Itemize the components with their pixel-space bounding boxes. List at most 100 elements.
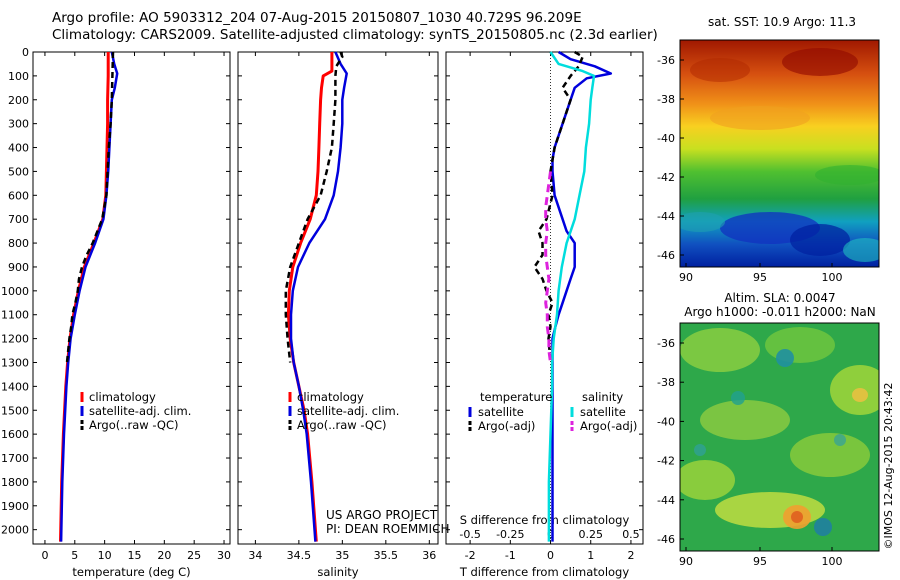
x-tick-label: 35.5 xyxy=(374,549,399,562)
sst-lat-label: -46 xyxy=(657,249,675,262)
panel-1: 0100200300400500600700800900100011001200… xyxy=(1,46,231,579)
y-tick-label: 800 xyxy=(8,237,29,250)
x-tick-label: 0 xyxy=(547,549,554,562)
legend-title: temperature xyxy=(480,390,552,404)
panel-2: 34 34.5 35 35.5 36 salinity climatologysatelli… xyxy=(237,51,439,579)
sla-map-frame xyxy=(679,322,880,552)
x-tick-label: 2 xyxy=(627,549,634,562)
s-diff-tick-label: 0.5 xyxy=(622,528,640,541)
sst-lat-label: -38 xyxy=(657,93,675,106)
series-line-satellite-adj-clim- xyxy=(59,51,119,542)
x-tick-label: 36 xyxy=(422,549,436,562)
y-tick-label: 1200 xyxy=(1,333,29,346)
figure-subtitle: Climatology: CARS2009. Satellite-adjuste… xyxy=(52,27,658,43)
s-diff-axis-label: S difference from climatology xyxy=(460,513,630,527)
legend-label: satellite-adj. clim. xyxy=(297,404,399,418)
y-tick-label: 1600 xyxy=(1,428,29,441)
figure-title: Argo profile: AO 5903312_204 07-Aug-2015… xyxy=(52,10,582,26)
legend-title: salinity xyxy=(582,390,623,404)
sla-map: -36 -38 -40 -42 -44 -46 90 95 100 xyxy=(657,322,880,568)
x-tick-label: 1 xyxy=(587,549,594,562)
y-tick-label: 100 xyxy=(8,70,29,83)
x-tick-label: -2 xyxy=(465,549,476,562)
y-tick-label: 1100 xyxy=(1,309,29,322)
sst-texture xyxy=(680,48,879,262)
y-tick-label: 300 xyxy=(8,118,29,131)
y-tick-label: 200 xyxy=(8,94,29,107)
x-tick-label: 10 xyxy=(98,549,112,562)
y-tick-label: 0 xyxy=(22,46,29,59)
series-line-argo-raw-qc- xyxy=(284,51,344,363)
y-tick-label: 1000 xyxy=(1,285,29,298)
x-tick-label: 20 xyxy=(157,549,171,562)
panel-frame xyxy=(237,51,439,545)
x-tick-label: 25 xyxy=(187,549,201,562)
y-tick-label: 400 xyxy=(8,142,29,155)
sla-lat-label: -38 xyxy=(657,376,675,389)
sst-lat-label: -36 xyxy=(657,54,675,67)
legend-label: climatology xyxy=(89,390,156,404)
x-tick-label: 15 xyxy=(127,549,141,562)
x-axis-label: salinity xyxy=(317,565,358,579)
sst-lat-label: -42 xyxy=(657,171,675,184)
sla-map-title-1: Altim. SLA: 0.0047 xyxy=(724,291,835,305)
y-tick-label: 1400 xyxy=(1,380,29,393)
y-tick-label: 500 xyxy=(8,165,29,178)
sla-lat-label: -46 xyxy=(657,533,675,546)
sla-lon-label: 95 xyxy=(753,555,767,568)
y-tick-label: 900 xyxy=(8,261,29,274)
y-tick-label: 1800 xyxy=(1,476,29,489)
y-tick-label: 1900 xyxy=(1,500,29,513)
series-line-satellite xyxy=(551,50,613,542)
series-line-climatology xyxy=(59,52,110,542)
sla-lat-label: -40 xyxy=(657,415,675,428)
sla-lat-label: -44 xyxy=(657,494,675,507)
x-tick-label: 0 xyxy=(41,549,48,562)
sst-lon-label: 100 xyxy=(822,271,843,284)
series-line-argo-adj- xyxy=(533,50,584,363)
sst-map: -36 -38 -40 -42 -44 -46 90 95 100 xyxy=(657,39,880,284)
panel-frame xyxy=(445,51,644,545)
panel-3: -2 -1 0 1 2 T difference from climatology -0.5… xyxy=(445,50,644,579)
y-tick-label: 1500 xyxy=(1,404,29,417)
legend-label: satellite-adj. clim. xyxy=(89,404,191,418)
legend-label: Argo(-adj) xyxy=(580,419,637,433)
y-tick-label: 700 xyxy=(8,213,29,226)
y-tick-label: 2000 xyxy=(1,524,29,537)
credit-line-1: US ARGO PROJECT xyxy=(326,508,438,522)
sst-lon-label: 95 xyxy=(753,271,767,284)
s-diff-tick-label: -0.5 xyxy=(459,528,480,541)
legend-label: Argo(-adj) xyxy=(478,419,535,433)
sla-lat-label: -42 xyxy=(657,455,675,468)
sla-map-title-2: Argo h1000: -0.011 h2000: NaN xyxy=(684,305,876,319)
sst-map-title: sat. SST: 10.9 Argo: 11.3 xyxy=(708,15,856,29)
x-axis-label: T difference from climatology xyxy=(459,565,630,579)
series-line-satellite xyxy=(547,51,596,542)
series-line-satellite-adj-clim- xyxy=(289,51,348,542)
timestamp: ©IMOS 12-Aug-2015 20:43:42 xyxy=(882,383,895,550)
y-tick-label: 1700 xyxy=(1,452,29,465)
series-line-argo-adj- xyxy=(544,171,552,363)
x-tick-label: 35 xyxy=(335,549,349,562)
sst-map-frame xyxy=(679,39,880,268)
sla-lat-label: -36 xyxy=(657,337,675,350)
legend-label: climatology xyxy=(297,390,364,404)
x-tick-label: 30 xyxy=(217,549,231,562)
sst-lon-label: 90 xyxy=(679,271,693,284)
legend-label: Argo(..raw -QC) xyxy=(89,418,179,432)
x-tick-label: 34 xyxy=(248,549,262,562)
legend-label: satellite xyxy=(478,405,524,419)
sla-lon-label: 100 xyxy=(822,555,843,568)
sla-lon-label: 90 xyxy=(679,555,693,568)
credit-line-2: PI: DEAN ROEMMICH xyxy=(326,522,449,536)
x-tick-label: -1 xyxy=(505,549,516,562)
legend-label: satellite xyxy=(580,405,626,419)
legend-label: Argo(..raw -QC) xyxy=(297,418,387,432)
y-tick-label: 1300 xyxy=(1,356,29,369)
s-diff-tick-label: 0 xyxy=(547,528,554,541)
s-diff-tick-label: -0.25 xyxy=(496,528,524,541)
sst-lat-label: -44 xyxy=(657,210,675,223)
x-tick-label: 34.5 xyxy=(287,549,312,562)
x-tick-label: 5 xyxy=(71,549,78,562)
